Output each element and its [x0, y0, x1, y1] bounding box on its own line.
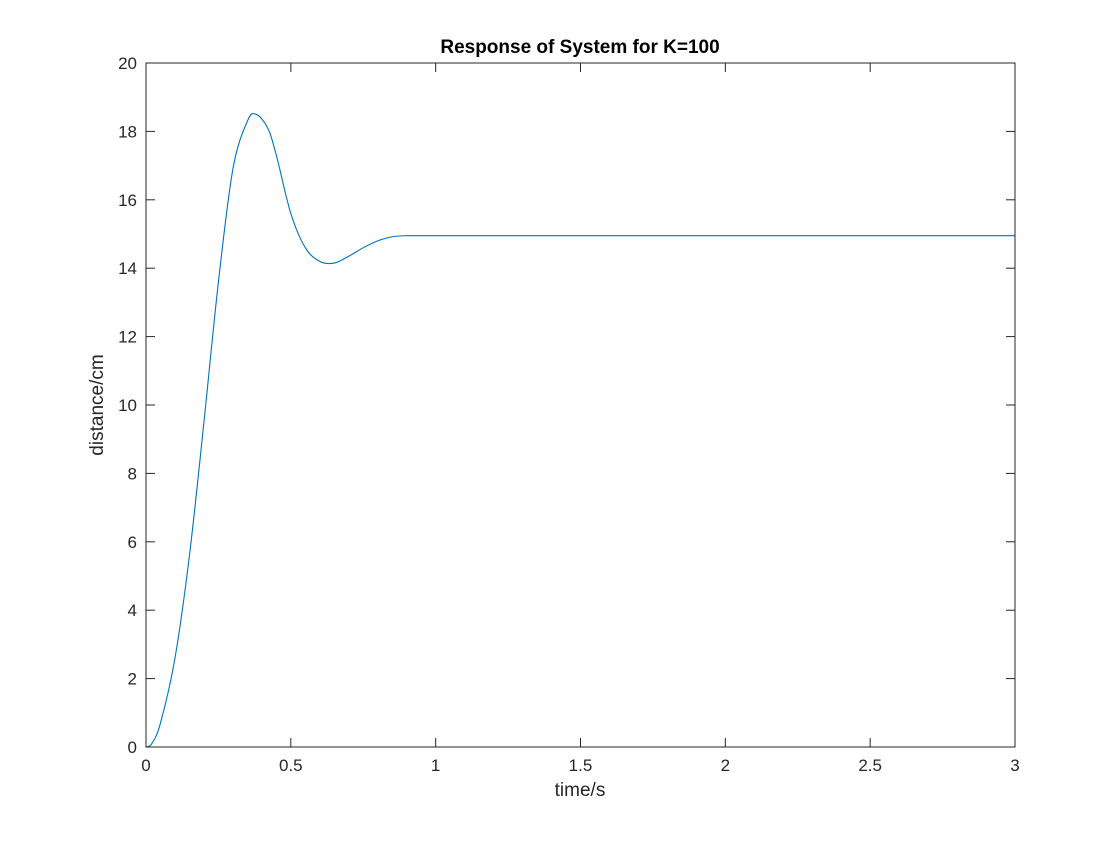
- y-tick-label: 0: [128, 738, 137, 757]
- series-line: [145, 113, 1015, 748]
- x-tick-label: 2.5: [858, 756, 882, 775]
- y-tick-label: 20: [118, 54, 137, 73]
- y-tick-label: 2: [128, 670, 137, 689]
- y-tick-label: 16: [118, 191, 137, 210]
- x-tick-label: 1.5: [569, 756, 593, 775]
- x-tick-label: 0.5: [279, 756, 303, 775]
- x-tick-label: 1: [431, 756, 440, 775]
- ticks: 0 0.5 1 1.5 2 2.5 3 0 2 4 6 8 10 12 14 16 18 20: [118, 54, 1020, 775]
- y-tick-label: 6: [128, 533, 137, 552]
- y-tick-label: 8: [128, 464, 137, 483]
- y-tick-label: 10: [118, 396, 137, 415]
- y-tick-label: 4: [128, 601, 137, 620]
- y-tick-label: 18: [118, 122, 137, 141]
- y-tick-label: 14: [118, 259, 137, 278]
- x-tick-label: 3: [1010, 756, 1019, 775]
- x-tick-label: 2: [721, 756, 730, 775]
- y-tick-label: 12: [118, 328, 137, 347]
- axes-box: [145, 62, 1016, 748]
- x-axis-label: time/s: [555, 780, 606, 801]
- y-axis-label: distance/cm: [87, 354, 108, 455]
- chart-title: Response of System for K=100: [440, 37, 719, 58]
- plot-area: [146, 63, 1015, 747]
- x-tick-label: 0: [141, 756, 150, 775]
